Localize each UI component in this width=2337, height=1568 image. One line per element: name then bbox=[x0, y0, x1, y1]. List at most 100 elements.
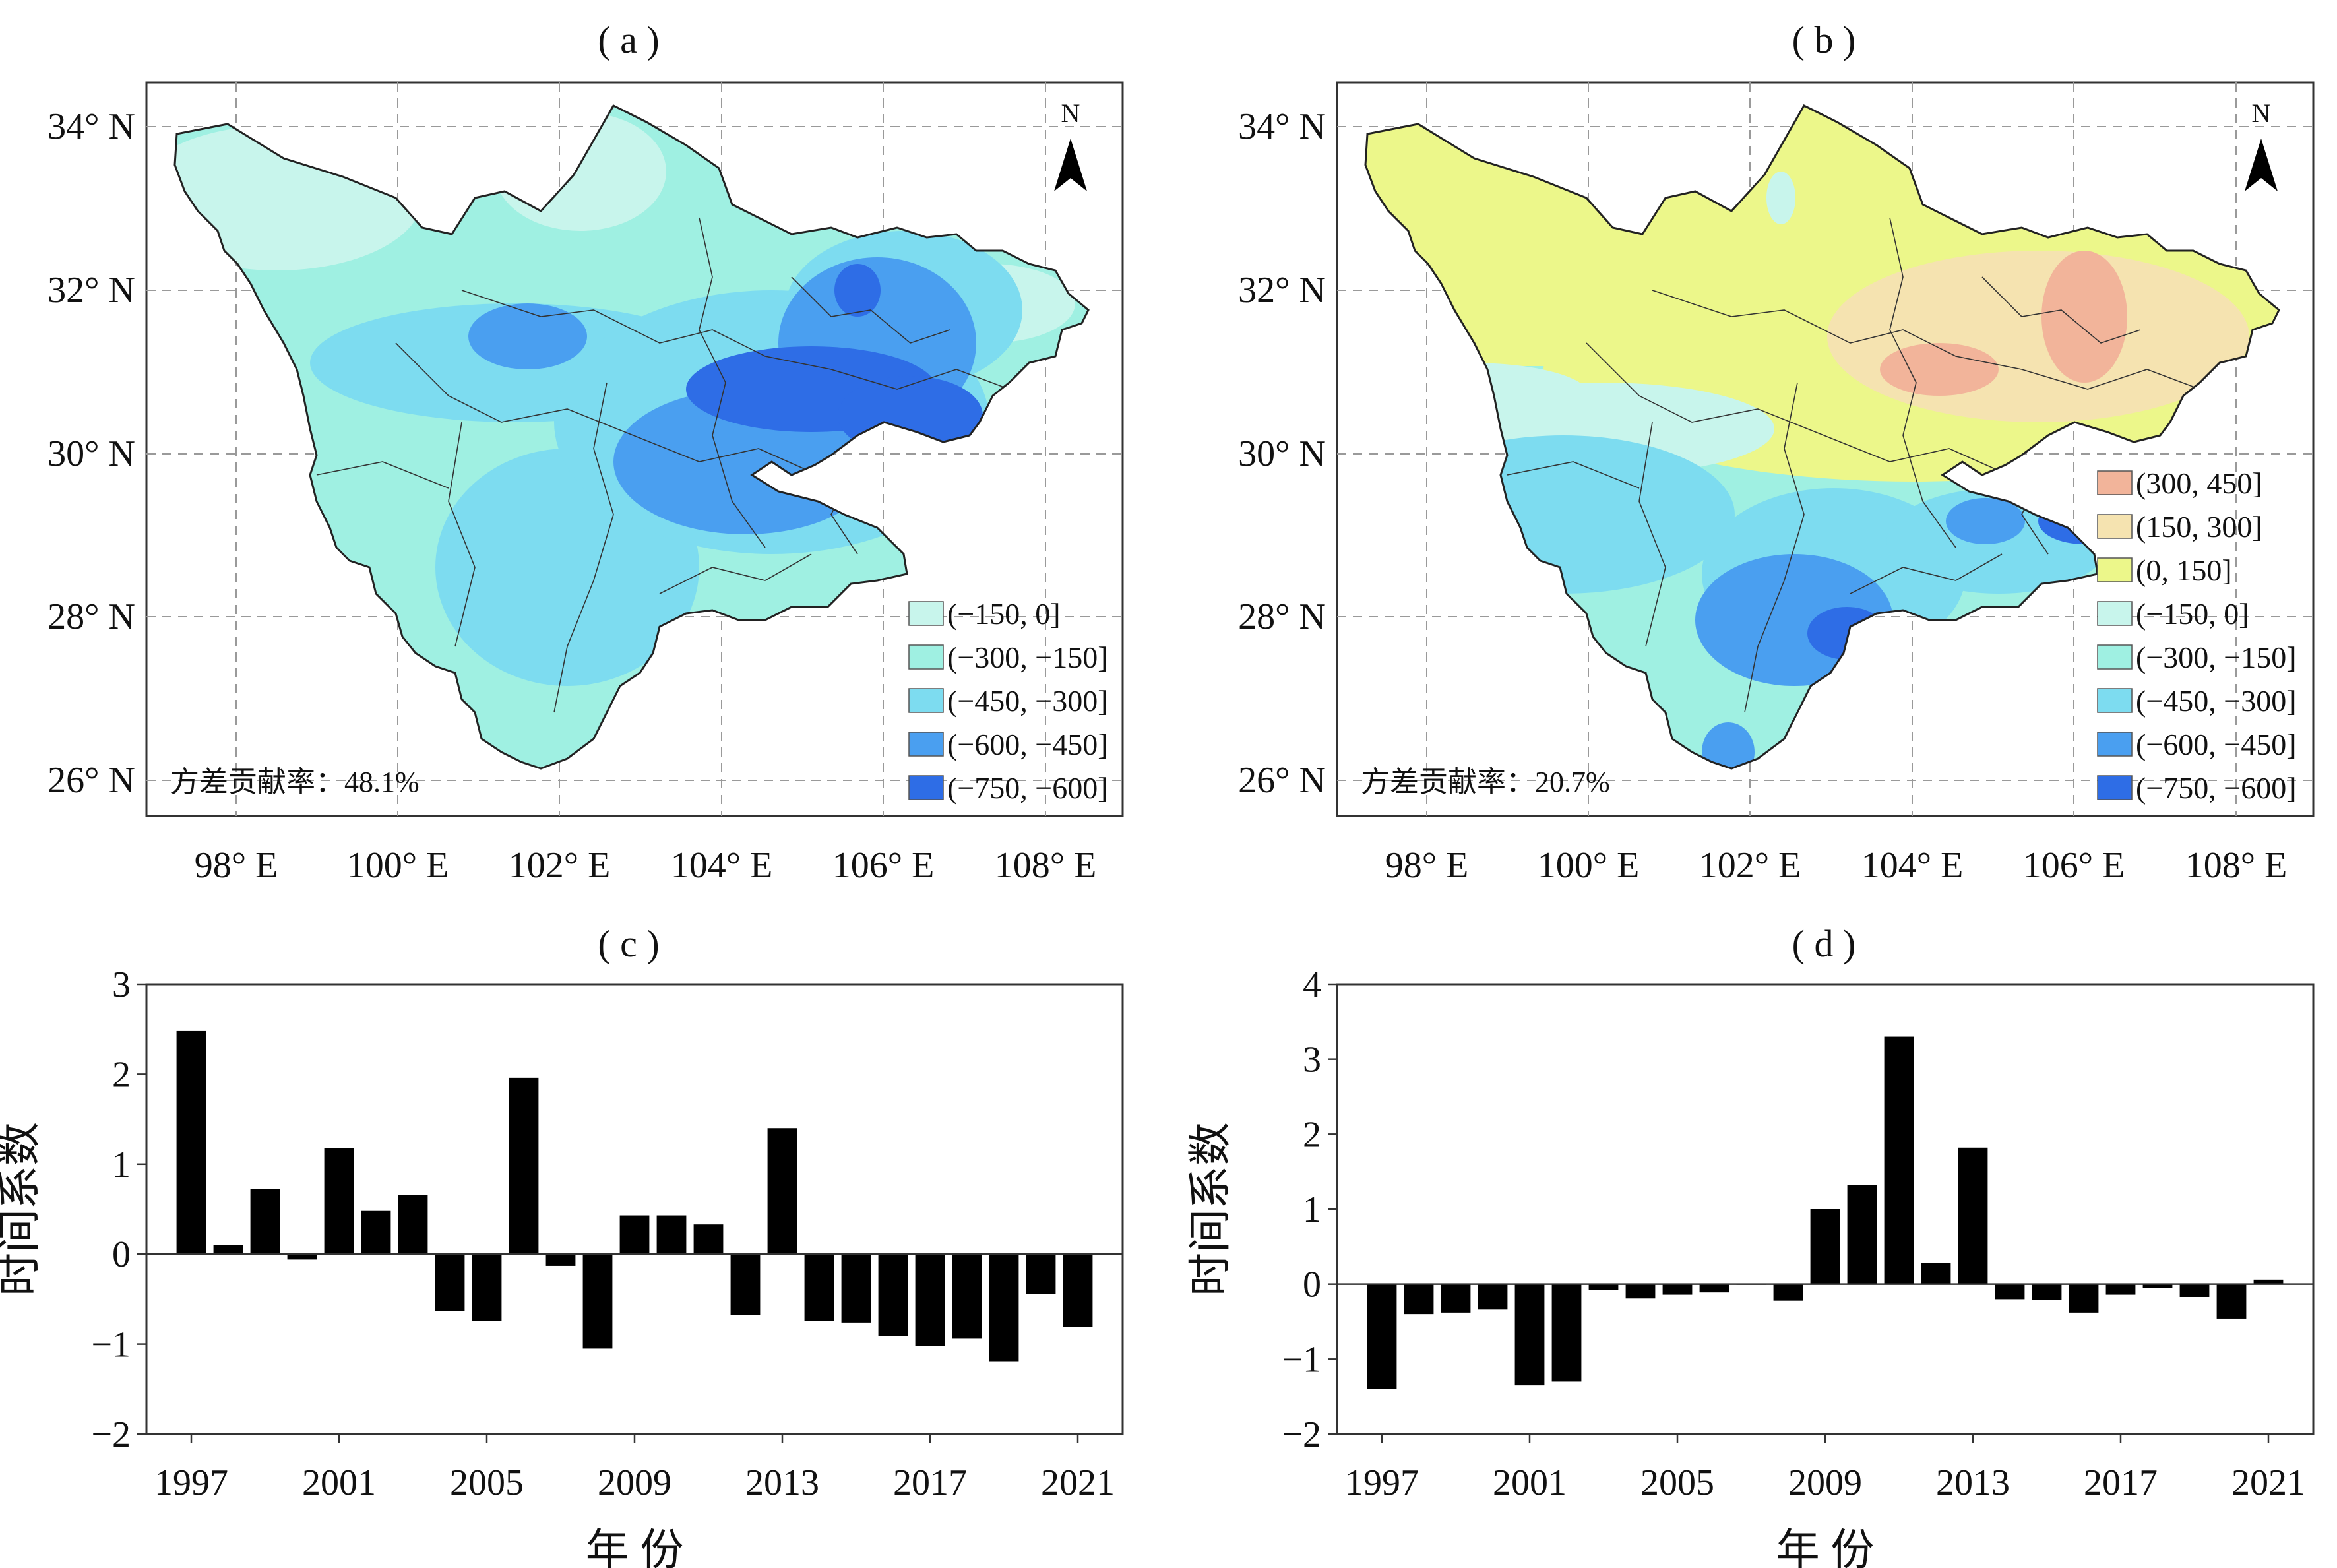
bar-2017 bbox=[2105, 1284, 2136, 1295]
bar-2003 bbox=[398, 1195, 428, 1255]
legend-swatch bbox=[908, 732, 944, 757]
bar-2020 bbox=[2216, 1284, 2247, 1319]
lon-ticks-a: 98° E 100° E 102° E 104° E 106° E 108° E bbox=[195, 845, 1097, 886]
legend-label: (−600, −450] bbox=[947, 728, 1108, 761]
legend-swatch bbox=[2097, 732, 2133, 757]
legend-label: (−300, −150] bbox=[2136, 641, 2297, 674]
x-tick-label: 2005 bbox=[450, 1462, 524, 1503]
map-panel-a: ( a ) bbox=[47, 18, 1124, 886]
x-tick-label: 1997 bbox=[1345, 1462, 1419, 1503]
legend-label: (−750, −600] bbox=[947, 771, 1108, 805]
lat-tick: 34° N bbox=[1238, 106, 1326, 147]
panel-label-a: ( a ) bbox=[598, 18, 659, 61]
lat-tick: 32° N bbox=[1238, 270, 1326, 311]
lon-tick: 108° E bbox=[2185, 845, 2288, 886]
bar-2000 bbox=[287, 1254, 317, 1260]
plot-frame bbox=[145, 983, 1124, 1435]
lon-tick: 104° E bbox=[671, 845, 773, 886]
north-arrow-icon-b: N bbox=[2245, 98, 2278, 191]
variance-text-b: 方差贡献率：20.7% bbox=[1361, 766, 1610, 798]
legend-label: (−450, −300] bbox=[2136, 684, 2297, 718]
y-tick-label: 3 bbox=[112, 964, 131, 1005]
legend-swatch bbox=[2097, 688, 2133, 713]
legend-swatch bbox=[2097, 470, 2133, 495]
bar-2011 bbox=[1884, 1036, 1914, 1284]
lat-tick: 34° N bbox=[47, 106, 135, 147]
legend-label: (−600, −450] bbox=[2136, 728, 2297, 761]
y-tick-label: 1 bbox=[112, 1145, 131, 1185]
bar-2009 bbox=[619, 1215, 650, 1255]
lon-tick: 100° E bbox=[347, 845, 449, 886]
y-tick-label: 0 bbox=[1303, 1265, 1321, 1305]
bar-1999 bbox=[250, 1189, 280, 1255]
x-tick-label: 2021 bbox=[2231, 1462, 2305, 1503]
bar-2017 bbox=[915, 1254, 945, 1346]
bar-2006 bbox=[509, 1077, 539, 1255]
legend-swatch bbox=[2097, 557, 2133, 582]
bar-1997 bbox=[176, 1030, 206, 1255]
bar-2005 bbox=[472, 1254, 502, 1321]
bar-2007 bbox=[545, 1254, 576, 1266]
x-tick-label: 2005 bbox=[1640, 1462, 1714, 1503]
bar-2008 bbox=[1773, 1284, 1803, 1301]
lon-tick: 100° E bbox=[1538, 845, 1640, 886]
bar-2019 bbox=[2179, 1284, 2210, 1297]
variance-text-a: 方差贡献率：48.1% bbox=[170, 766, 420, 798]
lat-tick: 30° N bbox=[1238, 433, 1326, 474]
bar-2012 bbox=[1921, 1263, 1951, 1284]
lat-tick: 28° N bbox=[1238, 596, 1326, 637]
lat-ticks-b: 34° N 32° N 30° N 28° N 26° N bbox=[1238, 106, 1326, 801]
y-tick-label: 2 bbox=[112, 1054, 131, 1095]
lon-tick: 102° E bbox=[1699, 845, 1801, 886]
x-tick-label: 1997 bbox=[154, 1462, 228, 1503]
bar-2020 bbox=[1026, 1254, 1056, 1294]
map-panel-b: ( b ) bbox=[1238, 18, 2315, 886]
x-tick-label: 2009 bbox=[1788, 1462, 1862, 1503]
x-tick-label: 2013 bbox=[745, 1462, 819, 1503]
bar-2015 bbox=[841, 1254, 871, 1323]
bar-2006 bbox=[1699, 1284, 1729, 1293]
y-tick-label: 1 bbox=[1303, 1189, 1321, 1230]
x-tick-label: 2013 bbox=[1936, 1462, 2010, 1503]
legend-b: (300, 450] (150, 300] (0, 150] (−150, 0] (−3… bbox=[2097, 466, 2297, 805]
lon-tick: 108° E bbox=[995, 845, 1097, 886]
y-tick-label: −1 bbox=[1282, 1339, 1321, 1380]
bar-2016 bbox=[878, 1254, 908, 1336]
bar-2018 bbox=[2142, 1284, 2173, 1288]
bar-2016 bbox=[2069, 1284, 2099, 1313]
legend-swatch bbox=[908, 775, 944, 800]
bar-2002 bbox=[361, 1210, 391, 1255]
x-axis-title: 年 份 bbox=[586, 1526, 684, 1568]
legend-swatch bbox=[908, 644, 944, 670]
x-tick-label: 2001 bbox=[302, 1462, 376, 1503]
bar-2010 bbox=[656, 1215, 687, 1255]
bar-2002 bbox=[1551, 1284, 1582, 1382]
legend-label: (−150, 0] bbox=[2136, 597, 2249, 631]
y-tick-label: 2 bbox=[1303, 1114, 1321, 1155]
x-tick-label: 2021 bbox=[1041, 1462, 1115, 1503]
bar-2012 bbox=[730, 1254, 761, 1315]
bar-2010 bbox=[1847, 1185, 1877, 1284]
legend-swatch bbox=[2097, 601, 2133, 626]
lon-tick: 98° E bbox=[1385, 845, 1469, 886]
bar-chart-d: 4 3 2 1 0 −1 −2 1997 2001 2005 2009 2013 2017 2021 年 份… bbox=[1187, 964, 2315, 1568]
bar-2004 bbox=[435, 1254, 465, 1311]
x-tick-label: 2009 bbox=[598, 1462, 671, 1503]
bar-2021 bbox=[2253, 1279, 2284, 1284]
legend-label: (−450, −300] bbox=[947, 684, 1108, 718]
lat-tick: 26° N bbox=[1238, 760, 1326, 801]
bar-1998 bbox=[1404, 1284, 1434, 1315]
legend-swatch bbox=[2097, 514, 2133, 539]
lon-tick: 102° E bbox=[509, 845, 611, 886]
panel-label-c: ( c ) bbox=[598, 922, 659, 965]
legend-label: (300, 450] bbox=[2136, 466, 2262, 500]
y-tick-label: −2 bbox=[1282, 1414, 1321, 1455]
x-axis-title: 年 份 bbox=[1776, 1526, 1875, 1568]
x-tick-label: 2001 bbox=[1493, 1462, 1567, 1503]
x-tick-label: 2017 bbox=[2084, 1462, 2158, 1503]
panel-label-b: ( b ) bbox=[1792, 18, 1856, 61]
legend-label: (0, 150] bbox=[2136, 553, 2232, 587]
x-tick-label: 2017 bbox=[893, 1462, 967, 1503]
bar-chart-c: 3 2 1 0 −1 −2 1997 2001 2005 2009 2013 2017 2021 年 份 时… bbox=[0, 964, 1124, 1568]
bar-2015 bbox=[2032, 1284, 2062, 1300]
